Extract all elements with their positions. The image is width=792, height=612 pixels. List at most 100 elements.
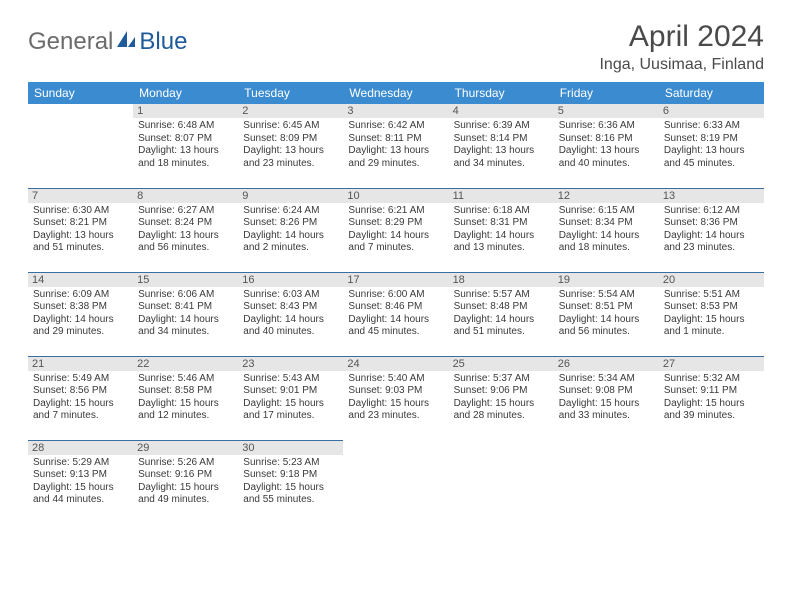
day-ss: Sunset: 8:26 PM (243, 217, 339, 230)
day-header-fri: Friday (554, 82, 659, 104)
day-info: Sunrise: 5:46 AMSunset: 8:58 PMDaylight:… (137, 373, 234, 423)
day-dl1: Daylight: 15 hours (243, 482, 339, 495)
day-info: Sunrise: 6:15 AMSunset: 8:34 PMDaylight:… (558, 205, 655, 255)
day-cell: 26Sunrise: 5:34 AMSunset: 9:08 PMDayligh… (558, 360, 655, 435)
calendar-table: Sunday Monday Tuesday Wednesday Thursday… (28, 82, 764, 524)
day-sr: Sunrise: 6:39 AM (454, 120, 550, 133)
day-sr: Sunrise: 6:12 AM (664, 205, 760, 218)
day-ss: Sunset: 8:07 PM (138, 133, 234, 146)
day-dl1: Daylight: 14 hours (138, 314, 234, 327)
day-info: Sunrise: 5:51 AMSunset: 8:53 PMDaylight:… (663, 289, 760, 339)
day-cell: 11Sunrise: 6:18 AMSunset: 8:31 PMDayligh… (453, 192, 550, 266)
day-number: 21 (28, 357, 133, 371)
day-dl1: Daylight: 14 hours (243, 230, 339, 243)
day-dl1: Daylight: 15 hours (454, 398, 550, 411)
day-info: Sunrise: 5:32 AMSunset: 9:11 PMDaylight:… (663, 373, 760, 423)
calendar-cell: 10Sunrise: 6:21 AMSunset: 8:29 PMDayligh… (343, 188, 448, 272)
day-dl2: and 18 minutes. (559, 242, 655, 255)
day-dl1: Daylight: 14 hours (348, 314, 444, 327)
day-dl1: Daylight: 14 hours (664, 230, 760, 243)
day-number: 7 (28, 189, 133, 203)
calendar-cell: 26Sunrise: 5:34 AMSunset: 9:08 PMDayligh… (554, 356, 659, 440)
day-ss: Sunset: 8:31 PM (454, 217, 550, 230)
day-dl1: Daylight: 14 hours (559, 230, 655, 243)
day-dl1: Daylight: 14 hours (454, 314, 550, 327)
day-sr: Sunrise: 6:27 AM (138, 205, 234, 218)
calendar-cell: 13Sunrise: 6:12 AMSunset: 8:36 PMDayligh… (659, 188, 764, 272)
day-dl2: and 40 minutes. (559, 158, 655, 171)
day-cell: 30Sunrise: 5:23 AMSunset: 9:18 PMDayligh… (242, 444, 339, 519)
day-dl2: and 23 minutes. (664, 242, 760, 255)
day-sr: Sunrise: 5:23 AM (243, 457, 339, 470)
logo-text-blue: Blue (139, 28, 187, 56)
day-ss: Sunset: 8:09 PM (243, 133, 339, 146)
calendar-week-row: 7Sunrise: 6:30 AMSunset: 8:21 PMDaylight… (28, 188, 764, 272)
day-sr: Sunrise: 6:33 AM (664, 120, 760, 133)
logo-sail-icon (115, 29, 137, 56)
day-ss: Sunset: 9:03 PM (348, 385, 444, 398)
day-cell: 10Sunrise: 6:21 AMSunset: 8:29 PMDayligh… (347, 192, 444, 266)
day-dl2: and 23 minutes. (348, 410, 444, 423)
calendar-cell: 24Sunrise: 5:40 AMSunset: 9:03 PMDayligh… (343, 356, 448, 440)
calendar-cell: 3Sunrise: 6:42 AMSunset: 8:11 PMDaylight… (343, 104, 448, 188)
day-sr: Sunrise: 5:46 AM (138, 373, 234, 386)
calendar-cell: 28Sunrise: 5:29 AMSunset: 9:13 PMDayligh… (28, 440, 133, 524)
day-ss: Sunset: 8:16 PM (559, 133, 655, 146)
day-number: 15 (133, 273, 238, 287)
day-dl2: and 7 minutes. (33, 410, 129, 423)
day-ss: Sunset: 8:48 PM (454, 301, 550, 314)
calendar-cell: 1Sunrise: 6:48 AMSunset: 8:07 PMDaylight… (133, 104, 238, 188)
day-info: Sunrise: 5:23 AMSunset: 9:18 PMDaylight:… (242, 457, 339, 507)
day-dl1: Daylight: 14 hours (243, 314, 339, 327)
day-dl2: and 56 minutes. (138, 242, 234, 255)
day-number: 27 (659, 357, 764, 371)
calendar-cell: 5Sunrise: 6:36 AMSunset: 8:16 PMDaylight… (554, 104, 659, 188)
day-cell: 2Sunrise: 6:45 AMSunset: 8:09 PMDaylight… (242, 107, 339, 182)
day-cell: 25Sunrise: 5:37 AMSunset: 9:06 PMDayligh… (453, 360, 550, 435)
day-dl1: Daylight: 15 hours (243, 398, 339, 411)
day-sr: Sunrise: 6:18 AM (454, 205, 550, 218)
day-cell: 1Sunrise: 6:48 AMSunset: 8:07 PMDaylight… (137, 107, 234, 182)
day-info: Sunrise: 6:12 AMSunset: 8:36 PMDaylight:… (663, 205, 760, 255)
day-info: Sunrise: 5:57 AMSunset: 8:48 PMDaylight:… (453, 289, 550, 339)
day-cell: 21Sunrise: 5:49 AMSunset: 8:56 PMDayligh… (32, 360, 129, 434)
day-dl2: and 51 minutes. (33, 242, 129, 255)
day-ss: Sunset: 9:06 PM (454, 385, 550, 398)
day-info: Sunrise: 5:34 AMSunset: 9:08 PMDaylight:… (558, 373, 655, 423)
day-cell: 5Sunrise: 6:36 AMSunset: 8:16 PMDaylight… (558, 107, 655, 182)
day-cell: 18Sunrise: 5:57 AMSunset: 8:48 PMDayligh… (453, 276, 550, 350)
day-header-sat: Saturday (659, 82, 764, 104)
day-header-sun: Sunday (28, 82, 133, 104)
day-ss: Sunset: 8:19 PM (664, 133, 760, 146)
day-dl2: and 29 minutes. (348, 158, 444, 171)
day-cell: 9Sunrise: 6:24 AMSunset: 8:26 PMDaylight… (242, 192, 339, 266)
day-ss: Sunset: 9:11 PM (664, 385, 760, 398)
day-sr: Sunrise: 5:40 AM (348, 373, 444, 386)
day-info: Sunrise: 6:03 AMSunset: 8:43 PMDaylight:… (242, 289, 339, 339)
calendar-week-row: 21Sunrise: 5:49 AMSunset: 8:56 PMDayligh… (28, 356, 764, 440)
day-cell: 15Sunrise: 6:06 AMSunset: 8:41 PMDayligh… (137, 276, 234, 350)
calendar-cell: 30Sunrise: 5:23 AMSunset: 9:18 PMDayligh… (238, 440, 343, 524)
calendar-cell: 11Sunrise: 6:18 AMSunset: 8:31 PMDayligh… (449, 188, 554, 272)
day-ss: Sunset: 9:08 PM (559, 385, 655, 398)
day-sr: Sunrise: 5:49 AM (33, 373, 129, 386)
day-dl2: and 39 minutes. (664, 410, 760, 423)
day-dl1: Daylight: 15 hours (33, 482, 129, 495)
day-ss: Sunset: 8:14 PM (454, 133, 550, 146)
calendar-cell: 6Sunrise: 6:33 AMSunset: 8:19 PMDaylight… (659, 104, 764, 188)
day-dl2: and 55 minutes. (243, 494, 339, 507)
day-cell: 20Sunrise: 5:51 AMSunset: 8:53 PMDayligh… (663, 276, 760, 350)
location-text: Inga, Uusimaa, Finland (599, 56, 764, 74)
day-number: 9 (238, 189, 343, 203)
calendar-cell: 20Sunrise: 5:51 AMSunset: 8:53 PMDayligh… (659, 272, 764, 356)
day-sr: Sunrise: 6:09 AM (33, 289, 129, 302)
day-dl1: Daylight: 14 hours (454, 230, 550, 243)
day-cell: 7Sunrise: 6:30 AMSunset: 8:21 PMDaylight… (32, 192, 129, 266)
day-ss: Sunset: 8:11 PM (348, 133, 444, 146)
day-number: 1 (133, 104, 238, 118)
day-info: Sunrise: 6:36 AMSunset: 8:16 PMDaylight:… (558, 120, 655, 170)
calendar-cell: 17Sunrise: 6:00 AMSunset: 8:46 PMDayligh… (343, 272, 448, 356)
day-header-mon: Monday (133, 82, 238, 104)
day-dl1: Daylight: 15 hours (138, 482, 234, 495)
day-sr: Sunrise: 5:37 AM (454, 373, 550, 386)
